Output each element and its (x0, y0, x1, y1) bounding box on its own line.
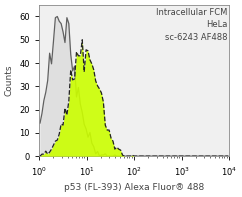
Text: Intracellular FCM
HeLa
sc-6243 AF488: Intracellular FCM HeLa sc-6243 AF488 (156, 8, 227, 42)
Y-axis label: Counts: Counts (5, 65, 14, 96)
X-axis label: p53 (FL-393) Alexa Fluor® 488: p53 (FL-393) Alexa Fluor® 488 (64, 183, 204, 192)
